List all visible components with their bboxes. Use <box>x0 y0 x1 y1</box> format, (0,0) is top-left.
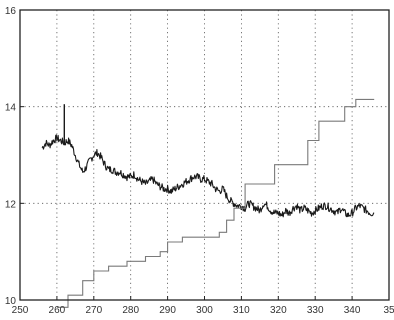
series-noisy-line <box>41 134 375 218</box>
series-step-line <box>56 98 375 308</box>
x-tick-label: 35 <box>383 305 394 316</box>
x-tick-label: 330 <box>307 305 324 316</box>
data-series <box>41 98 375 308</box>
y-tick-label: 16 <box>5 6 17 17</box>
x-tick-label: 340 <box>344 305 361 316</box>
x-tick-label: 250 <box>12 305 29 316</box>
x-axis-ticks: 250 260 270 280 290 300 310 320 330 340 35 <box>12 296 394 316</box>
y-axis-ticks: 10 12 14 16 <box>5 6 24 307</box>
x-tick-label: 300 <box>196 305 213 316</box>
x-tick-label: 310 <box>233 305 250 316</box>
y-tick-label: 10 <box>5 296 17 307</box>
y-tick-label: 12 <box>5 199 17 210</box>
x-tick-label: 290 <box>159 305 176 316</box>
y-tick-label: 14 <box>5 103 17 114</box>
x-tick-label: 320 <box>270 305 287 316</box>
x-tick-label: 270 <box>85 305 102 316</box>
x-tick-label: 260 <box>49 305 66 316</box>
x-tick-label: 280 <box>122 305 139 316</box>
